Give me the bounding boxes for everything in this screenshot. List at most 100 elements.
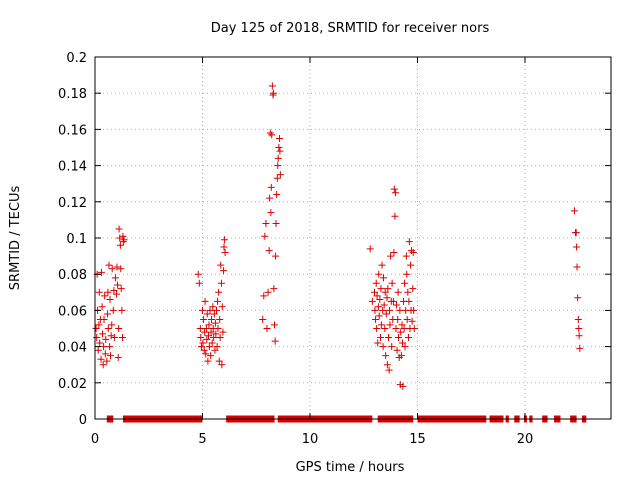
y-tick-label: 0.18 xyxy=(58,87,87,102)
data-point xyxy=(385,366,393,374)
data-point xyxy=(269,89,277,97)
chart-title: Day 125 of 2018, SRMTID for receiver nor… xyxy=(211,21,490,36)
data-point xyxy=(210,334,218,342)
axis-ticks xyxy=(94,56,611,420)
data-point xyxy=(200,346,208,354)
data-point xyxy=(408,317,416,325)
data-point xyxy=(399,382,407,390)
data-point xyxy=(373,292,381,300)
data-point xyxy=(214,325,222,332)
data-point xyxy=(98,303,106,311)
data-point xyxy=(573,263,581,271)
data-point xyxy=(261,232,269,240)
data-point xyxy=(205,332,213,340)
data-point xyxy=(103,357,111,365)
y-tick-label: 0.06 xyxy=(58,304,87,319)
data-point xyxy=(275,134,283,142)
data-point xyxy=(101,350,109,358)
data-point xyxy=(390,185,398,193)
data-point xyxy=(109,306,117,314)
data-point xyxy=(203,310,211,318)
data-point xyxy=(374,303,382,311)
data-point xyxy=(266,194,274,202)
data-point xyxy=(218,303,226,311)
data-point xyxy=(371,306,379,314)
data-point xyxy=(117,265,125,273)
data-point xyxy=(106,296,114,304)
data-point xyxy=(392,189,400,197)
data-point xyxy=(574,315,582,323)
data-point xyxy=(203,335,211,343)
data-point xyxy=(100,343,108,351)
data-point xyxy=(267,209,275,217)
data-point xyxy=(575,325,583,332)
data-point xyxy=(382,352,390,360)
data-point xyxy=(97,268,105,276)
data-point xyxy=(404,334,412,342)
data-point xyxy=(216,334,224,342)
data-point xyxy=(113,263,121,271)
data-point xyxy=(197,343,205,351)
data-point xyxy=(392,301,400,309)
data-point xyxy=(108,265,116,273)
data-point xyxy=(394,315,402,323)
data-point xyxy=(214,297,222,305)
data-point xyxy=(259,315,267,323)
data-point xyxy=(403,315,411,323)
data-point xyxy=(263,325,271,332)
data-point xyxy=(373,325,381,332)
data-point xyxy=(395,334,403,342)
plot-frame xyxy=(94,56,612,420)
data-point xyxy=(110,334,118,342)
data-point xyxy=(386,306,394,314)
data-point xyxy=(401,343,409,351)
x-axis-label: GPS time / hours xyxy=(296,460,405,475)
x-tick-label: 5 xyxy=(198,432,206,447)
data-point xyxy=(409,285,417,293)
data-point xyxy=(387,252,395,260)
data-point xyxy=(382,310,390,318)
y-tick-label: 0.14 xyxy=(58,160,87,175)
data-point xyxy=(573,243,581,251)
data-point xyxy=(217,261,225,269)
data-point xyxy=(392,325,400,332)
data-point xyxy=(206,306,214,314)
data-point xyxy=(101,292,109,300)
data-point xyxy=(372,315,380,323)
data-point xyxy=(201,328,209,336)
y-tick-labels: 0 0.02 0.04 0.06 0.08 0.1 0.12 0.14 0.16 0.18 0.2 xyxy=(58,51,87,428)
data-point xyxy=(209,303,217,311)
data-point xyxy=(211,346,219,354)
data-point xyxy=(100,315,108,323)
data-point xyxy=(372,279,380,287)
data-point xyxy=(196,325,204,332)
data-point xyxy=(375,270,383,278)
data-point xyxy=(273,174,281,182)
data-point xyxy=(271,321,279,329)
data-point xyxy=(216,315,224,323)
data-point xyxy=(393,346,401,354)
data-point xyxy=(103,310,111,318)
data-point xyxy=(106,343,114,351)
data-point xyxy=(268,131,276,139)
x-tick-labels: 0 5 10 15 20 xyxy=(91,432,533,447)
data-point xyxy=(271,337,279,345)
data-point xyxy=(201,297,209,305)
data-point xyxy=(114,353,122,361)
data-point xyxy=(221,248,229,256)
data-point xyxy=(384,334,392,342)
data-point xyxy=(265,247,273,255)
data-point xyxy=(215,357,223,365)
grid xyxy=(95,57,611,419)
data-point xyxy=(217,279,225,287)
data-point xyxy=(407,247,415,255)
data-point xyxy=(575,332,583,340)
data-point xyxy=(386,321,394,329)
data-point xyxy=(388,343,396,351)
data-point xyxy=(397,328,405,336)
data-point xyxy=(576,344,584,352)
data-point xyxy=(99,361,107,369)
data-point xyxy=(377,321,385,329)
data-point xyxy=(377,334,385,342)
